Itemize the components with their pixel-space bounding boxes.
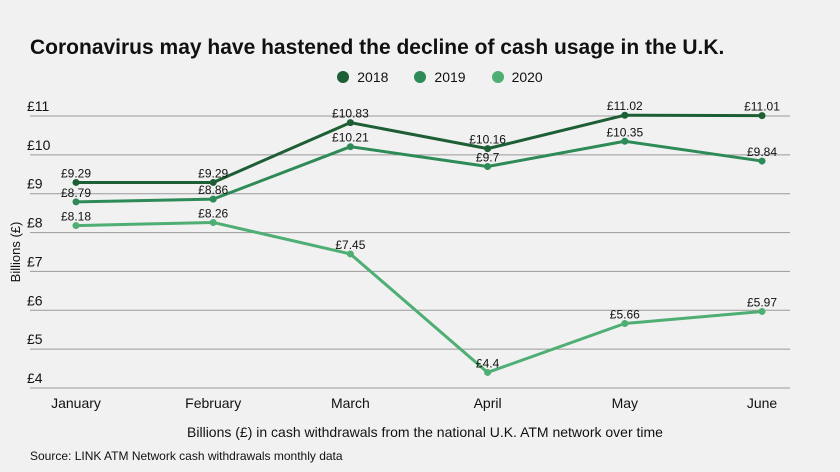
- data-label-2019: £8.86: [198, 183, 228, 197]
- data-point-2018: [209, 178, 217, 186]
- data-point-2020: [484, 368, 492, 376]
- legend-item-2020: 2020: [491, 69, 543, 85]
- y-tick-label: £8: [27, 215, 43, 231]
- data-point-2018: [484, 145, 492, 153]
- y-axis-label: Billions (£): [8, 222, 23, 283]
- data-label-2018: £11.01: [744, 100, 780, 114]
- series-line-2020: [75, 220, 763, 374]
- x-tick-label: February: [185, 395, 241, 411]
- data-label-2018: £9.29: [198, 166, 228, 180]
- x-axis-caption: Billions (£) in cash withdrawals from th…: [187, 424, 663, 440]
- data-label-2018: £10.83: [332, 107, 369, 121]
- data-label-2018: £10.16: [469, 133, 506, 147]
- data-label-2019: £10.35: [606, 125, 643, 139]
- chart-title: Coronavirus may have hastened the declin…: [30, 36, 725, 59]
- data-point-2019: [72, 198, 80, 206]
- data-point-2020: [758, 307, 766, 315]
- data-point-2018: [621, 111, 629, 119]
- data-label-2020: £8.26: [198, 206, 228, 220]
- legend-item-2018: 2018: [337, 69, 388, 85]
- chart-legend: 2018 2019 2020: [0, 69, 840, 85]
- data-point-2019: [484, 163, 492, 171]
- legend-marker-2018: [337, 71, 350, 83]
- data-point-2019: [758, 157, 766, 165]
- series-line-2018: [76, 113, 763, 184]
- x-tick-label: March: [331, 395, 370, 411]
- data-point-2019: [621, 137, 629, 145]
- data-point-2020: [346, 250, 354, 258]
- data-label-2018: £11.02: [607, 99, 643, 113]
- data-label-2020: £7.45: [335, 238, 365, 252]
- y-tick-label: £9: [27, 176, 43, 192]
- data-point-2020: [621, 319, 629, 327]
- data-label-2019: £9.7: [476, 151, 500, 165]
- legend-label-2018: 2018: [357, 69, 389, 85]
- series-line-2019: [75, 139, 763, 204]
- data-label-2019: £8.79: [61, 186, 91, 200]
- data-label-2019: £9.84: [747, 145, 777, 159]
- y-tick-label: £4: [27, 370, 43, 386]
- data-label-2020: £5.97: [747, 295, 777, 309]
- data-point-2018: [72, 178, 80, 186]
- y-tick-label: £10: [27, 137, 51, 153]
- legend-marker-2020: [491, 71, 504, 83]
- legend-item-2019: 2019: [414, 69, 466, 85]
- data-label-2020: £5.66: [610, 307, 640, 321]
- legend-label-2019: 2019: [434, 69, 466, 85]
- y-tick-label: £11: [27, 98, 50, 114]
- y-tick-label: £5: [27, 331, 43, 347]
- x-tick-label: June: [747, 395, 778, 411]
- data-point-2020: [209, 218, 217, 226]
- y-tick-label: £7: [27, 253, 43, 269]
- source-note: Source: LINK ATM Network cash withdrawal…: [30, 449, 343, 463]
- data-point-2018: [346, 119, 354, 127]
- data-label-2019: £10.21: [332, 131, 369, 145]
- data-label-2020: £8.18: [61, 210, 91, 224]
- y-tick-label: £6: [27, 292, 43, 308]
- data-label-2020: £4.4: [476, 356, 500, 370]
- x-tick-label: May: [612, 395, 638, 411]
- data-label-2018: £9.29: [61, 166, 91, 180]
- data-point-2019: [346, 143, 354, 151]
- legend-label-2020: 2020: [511, 69, 543, 85]
- legend-marker-2019: [414, 71, 427, 83]
- x-tick-label: April: [474, 395, 502, 411]
- data-point-2020: [72, 222, 80, 230]
- data-point-2019: [209, 195, 217, 203]
- data-point-2018: [758, 112, 766, 120]
- x-tick-label: January: [51, 395, 101, 411]
